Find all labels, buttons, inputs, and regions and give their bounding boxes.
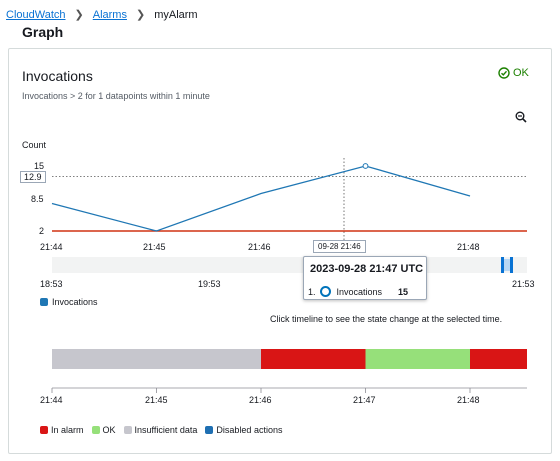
- state-legend: In alarm OK Insufficient data Disabled a…: [40, 425, 286, 435]
- x-hover-label: 09-28 21:46: [313, 240, 366, 253]
- state-legend-item: OK: [91, 425, 116, 435]
- timeline-hint: Click timeline to see the state change a…: [270, 314, 503, 324]
- in-alarm-swatch: [40, 426, 48, 434]
- alarm-status: OK: [498, 67, 529, 79]
- breadcrumb: CloudWatch ❯ Alarms ❯ myAlarm: [6, 8, 198, 22]
- disabled-actions-swatch: [205, 426, 214, 434]
- range-start-label: 18:53: [40, 279, 63, 289]
- state-legend-item: Disabled actions: [205, 425, 282, 435]
- graph-panel: [8, 48, 552, 454]
- y-tick-label: 2: [39, 226, 45, 236]
- chevron-right-icon: ❯: [135, 9, 146, 21]
- data-point: [362, 163, 369, 169]
- breadcrumb-cloudwatch-link[interactable]: CloudWatch: [6, 8, 66, 21]
- y-tick-label: 15: [34, 161, 45, 171]
- widget-subtitle: Invocations > 2 for 1 datapoints within …: [22, 91, 210, 101]
- breadcrumb-alarms-link[interactable]: Alarms: [92, 8, 127, 21]
- legend-swatch: [40, 298, 48, 306]
- insufficient-data-swatch: [123, 426, 132, 434]
- timeline-segment[interactable]: [470, 349, 527, 369]
- status-label: OK: [513, 67, 529, 79]
- range-selection: [504, 259, 510, 271]
- state-legend-item: Insufficient data: [123, 425, 198, 435]
- state-legend-label: In alarm: [51, 425, 84, 435]
- state-legend-label: Insufficient data: [134, 425, 198, 435]
- timeline-segment[interactable]: [261, 349, 366, 369]
- range-handle-left: [501, 257, 504, 273]
- tooltip-metric: Invocations: [336, 286, 383, 297]
- y-hover-label: 12.9: [20, 171, 46, 183]
- x-tick-label: 21:48: [457, 242, 480, 252]
- state-legend-label: OK: [102, 425, 116, 435]
- y-axis-label: Count: [22, 140, 47, 150]
- tooltip-title: 2023-09-28 21:47 UTC: [310, 263, 424, 275]
- check-circle-icon: [498, 67, 510, 79]
- tooltip-value: 15: [398, 286, 409, 297]
- datapoint-tooltip: 2023-09-28 21:47 UTC 1. Invocations 15: [303, 256, 427, 300]
- state-legend-label: Disabled actions: [216, 425, 283, 435]
- timeline-tick-label: 21:47: [353, 395, 376, 405]
- zoom-out-icon: [515, 111, 527, 123]
- y-tick-label: 8.5: [31, 194, 44, 204]
- tooltip-index: 1.: [308, 286, 316, 297]
- timeline-tick-label: 21:46: [249, 395, 272, 405]
- series-marker-icon: [319, 286, 331, 297]
- range-end-label: 21:53: [512, 279, 535, 289]
- tooltip-row: 1. Invocations 15: [308, 286, 408, 297]
- legend-label: Invocations: [52, 297, 98, 307]
- timeline-tick-label: 21:45: [145, 395, 168, 405]
- zoom-out-button[interactable]: [515, 110, 527, 128]
- ok-swatch: [91, 426, 100, 434]
- breadcrumb-current: myAlarm: [154, 8, 198, 21]
- timeline-tick-label: 21:48: [457, 395, 480, 405]
- x-tick-label: 21:45: [143, 242, 166, 252]
- timeline-segment[interactable]: [52, 349, 261, 369]
- state-legend-item: In alarm: [40, 425, 84, 435]
- x-tick-label: 21:44: [40, 242, 63, 252]
- series-line-invocations: [51, 165, 471, 232]
- range-slider-track: [52, 257, 527, 273]
- widget-title: Invocations: [22, 68, 93, 84]
- section-title: Graph: [22, 24, 64, 40]
- range-mid-label: 19:53: [198, 279, 221, 289]
- x-tick-label: 21:46: [248, 242, 271, 252]
- timeline-segment[interactable]: [365, 349, 471, 369]
- timeline-tick-label: 21:44: [40, 395, 63, 405]
- chart-legend[interactable]: Invocations: [40, 297, 98, 307]
- chevron-right-icon: ❯: [74, 9, 84, 21]
- range-handle-right: [510, 257, 513, 273]
